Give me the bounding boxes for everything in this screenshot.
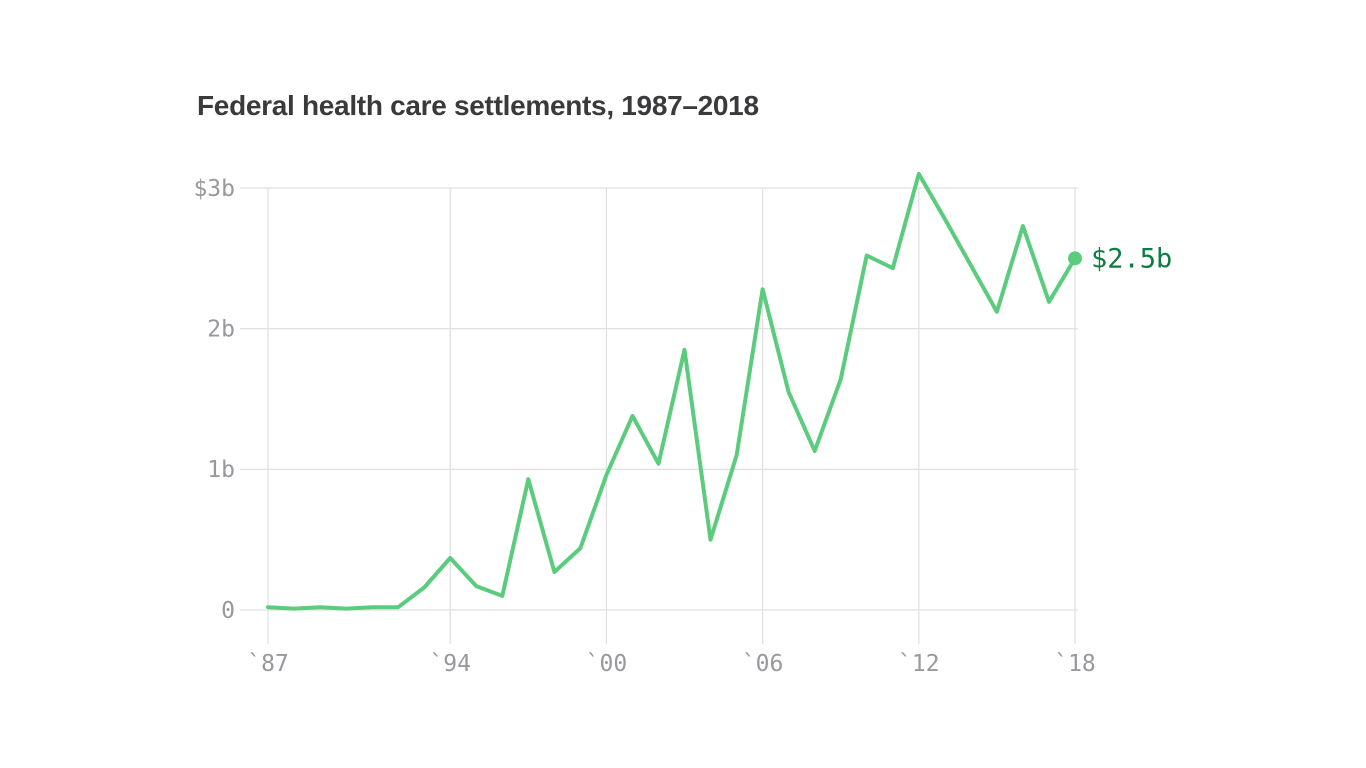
y-tick-label: 2b [207, 316, 235, 342]
end-value-label: $2.5b [1091, 244, 1172, 275]
series-line [266, 171, 1077, 611]
x-tick-label: `94 [429, 651, 471, 677]
y-tick-label: 0 [221, 598, 235, 624]
y-tick-label: $3b [193, 176, 235, 202]
end-marker-dot [1068, 251, 1082, 266]
y-tick-label: 1b [207, 457, 235, 483]
chart-title: Federal health care settlements, 1987–20… [197, 90, 759, 121]
x-tick-label: `00 [586, 651, 628, 677]
x-tick-label: `12 [898, 651, 940, 677]
x-tick-label: `18 [1054, 651, 1096, 677]
x-tick-label: `87 [247, 651, 289, 677]
x-tick-label: `06 [742, 651, 784, 677]
